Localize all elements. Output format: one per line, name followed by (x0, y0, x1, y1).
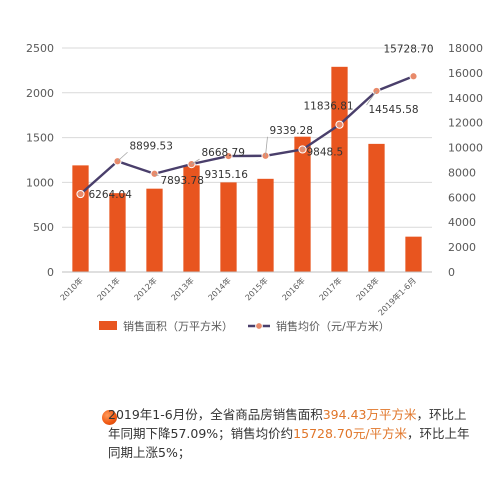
y-left-tick-label: 500 (33, 221, 54, 234)
y-right-tick-label: 10000 (448, 142, 483, 155)
data-label: 9315.16 (205, 169, 249, 181)
data-label: 9848.5 (307, 146, 344, 158)
data-label: 11836.81 (304, 101, 354, 113)
price-line (79, 75, 414, 195)
y-right-tick-label: 8000 (448, 166, 476, 179)
y-left-tick-label: 1500 (26, 132, 54, 145)
x-tick-label: 2011年 (95, 275, 122, 302)
leader-line (366, 90, 377, 106)
summary-part2: ，环比上年同期下降57.09%；销售均价约 (108, 407, 467, 441)
bar (368, 143, 385, 272)
data-label: 9339.28 (270, 125, 313, 137)
bar-series (72, 66, 422, 272)
data-label: 15728.70 (384, 43, 434, 55)
summary-part1: 2019年1-6月份，全省商品房销售面积 (108, 407, 323, 422)
leader-line (302, 147, 305, 150)
bar (294, 136, 311, 272)
summary-highlight-price: 15728.70元/平方米 (293, 426, 408, 441)
leader-line (265, 136, 268, 156)
y-left-tick-label: 0 (47, 266, 54, 279)
leader-line (191, 158, 200, 165)
leader-line (154, 173, 159, 177)
axes: 0 500 1000 1500 2000 2500 0 2000 4000 6000 8000 100… (26, 42, 483, 317)
data-label: 14545.58 (369, 104, 419, 116)
chart-area: 6264.04 8899.53 7893.78 8668.79 9315.16 9339.… (26, 42, 483, 333)
bar (183, 165, 200, 272)
bar (72, 165, 89, 272)
x-tick-label: 2012年 (132, 275, 159, 302)
bar (331, 66, 348, 272)
legend-label-line: 销售均价（元/平方米） (276, 319, 390, 333)
line-point (335, 120, 344, 129)
x-tick-label: 2014年 (206, 275, 233, 302)
line-point (76, 189, 85, 199)
x-tick-label: 2018年 (354, 275, 381, 302)
x-tick-label: 2019年1-6月 (376, 275, 418, 317)
y-right-tick-label: 0 (448, 266, 455, 279)
bar (405, 236, 422, 272)
y-right-tick-label: 16000 (448, 67, 483, 80)
y-right-tick-label: 6000 (448, 191, 476, 204)
y-right-tick-label: 12000 (448, 117, 483, 130)
legend-marker (255, 322, 263, 330)
data-label: 7893.78 (161, 175, 204, 187)
summary-highlight-area: 394.43万平方米 (322, 407, 417, 422)
summary-part3: ，环比上年同期上涨5%； (108, 426, 470, 460)
bar (146, 188, 163, 272)
y-left-tick-label: 2000 (26, 87, 54, 100)
data-labels: 6264.04 8899.53 7893.78 8668.79 9315.16 9339.… (89, 43, 434, 201)
summary-text: 2019年1-6月份，全省商品房销售面积394.43万平方米，环比上年同期下降5… (108, 405, 478, 462)
bar (109, 193, 126, 272)
legend-swatch-bar (99, 321, 117, 330)
y-left-tick-label: 2500 (26, 42, 54, 55)
line-point (224, 151, 233, 161)
data-label: 6264.04 (89, 189, 133, 201)
x-tick-label: 2017年 (317, 275, 344, 302)
y-right-tick-label: 4000 (448, 216, 476, 229)
x-tick-label: 2016年 (280, 275, 307, 302)
combo-chart: 6264.04 8899.53 7893.78 8668.79 9315.16 9339.… (26, 42, 483, 333)
bar (257, 178, 274, 272)
bullet-icon (102, 410, 117, 425)
legend-label-bar: 销售面积（万平方米） (123, 319, 233, 333)
bar (220, 182, 237, 272)
y-right-tick-label: 14000 (448, 92, 483, 105)
x-tick-label: 2015年 (243, 275, 270, 302)
x-tick-label: 2013年 (169, 275, 196, 302)
data-label: 8668.79 (202, 147, 245, 159)
legend: 销售面积（万平方米） 销售均价（元/平方米） (99, 319, 390, 333)
leader-line (117, 151, 128, 162)
data-label: 8899.53 (130, 140, 173, 152)
x-tick-label: 2010年 (58, 275, 85, 302)
y-right-tick-label: 2000 (448, 241, 476, 254)
y-right-tick-label: 18000 (448, 42, 483, 55)
y-left-tick-label: 1000 (26, 176, 54, 189)
line-point (409, 72, 418, 81)
